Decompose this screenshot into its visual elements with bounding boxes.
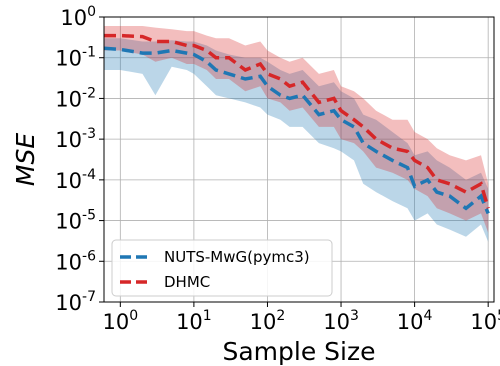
- y-tick-label: 10-4: [55, 167, 96, 193]
- plot-frame: [103, 16, 495, 303]
- y-axis-ticks: 100 10-1 10-2 10-3 10-4 10-5 10-6 10-7: [55, 4, 104, 315]
- y-tick-label: 10-2: [55, 85, 96, 111]
- x-tick-label: 103: [323, 308, 359, 334]
- x-tick-label: 101: [176, 308, 212, 334]
- x-axis-label: Sample Size: [222, 337, 375, 366]
- x-tick-label: 100: [102, 308, 138, 334]
- band-series-0: [104, 38, 489, 242]
- y-tick-label: 10-3: [55, 126, 96, 152]
- y-tick-label: 10-6: [55, 248, 96, 274]
- confidence-bands: [104, 26, 489, 242]
- legend-entry: NUTS-MwG(pymc3): [164, 248, 310, 266]
- legend: NUTS-MwG(pymc3) DHMC: [111, 239, 333, 297]
- y-tick-label: 10-1: [55, 45, 96, 71]
- x-tick-label: 102: [250, 308, 286, 334]
- x-tick-label: 105: [470, 308, 500, 334]
- y-tick-label: 100: [60, 4, 96, 30]
- legend-box: [111, 239, 333, 297]
- legend-entry: DHMC: [164, 273, 210, 291]
- y-axis-label: MSE: [11, 133, 40, 186]
- y-tick-label: 10-5: [55, 208, 96, 234]
- x-tick-label: 104: [397, 308, 433, 334]
- line-series-1: [104, 33, 490, 209]
- band-series-1: [104, 26, 489, 233]
- series-lines: [103, 33, 490, 215]
- y-tick-label: 10-7: [55, 289, 96, 315]
- line-series-0: [103, 46, 490, 215]
- x-axis-ticks: 100 101 102 103 104 105: [102, 302, 500, 334]
